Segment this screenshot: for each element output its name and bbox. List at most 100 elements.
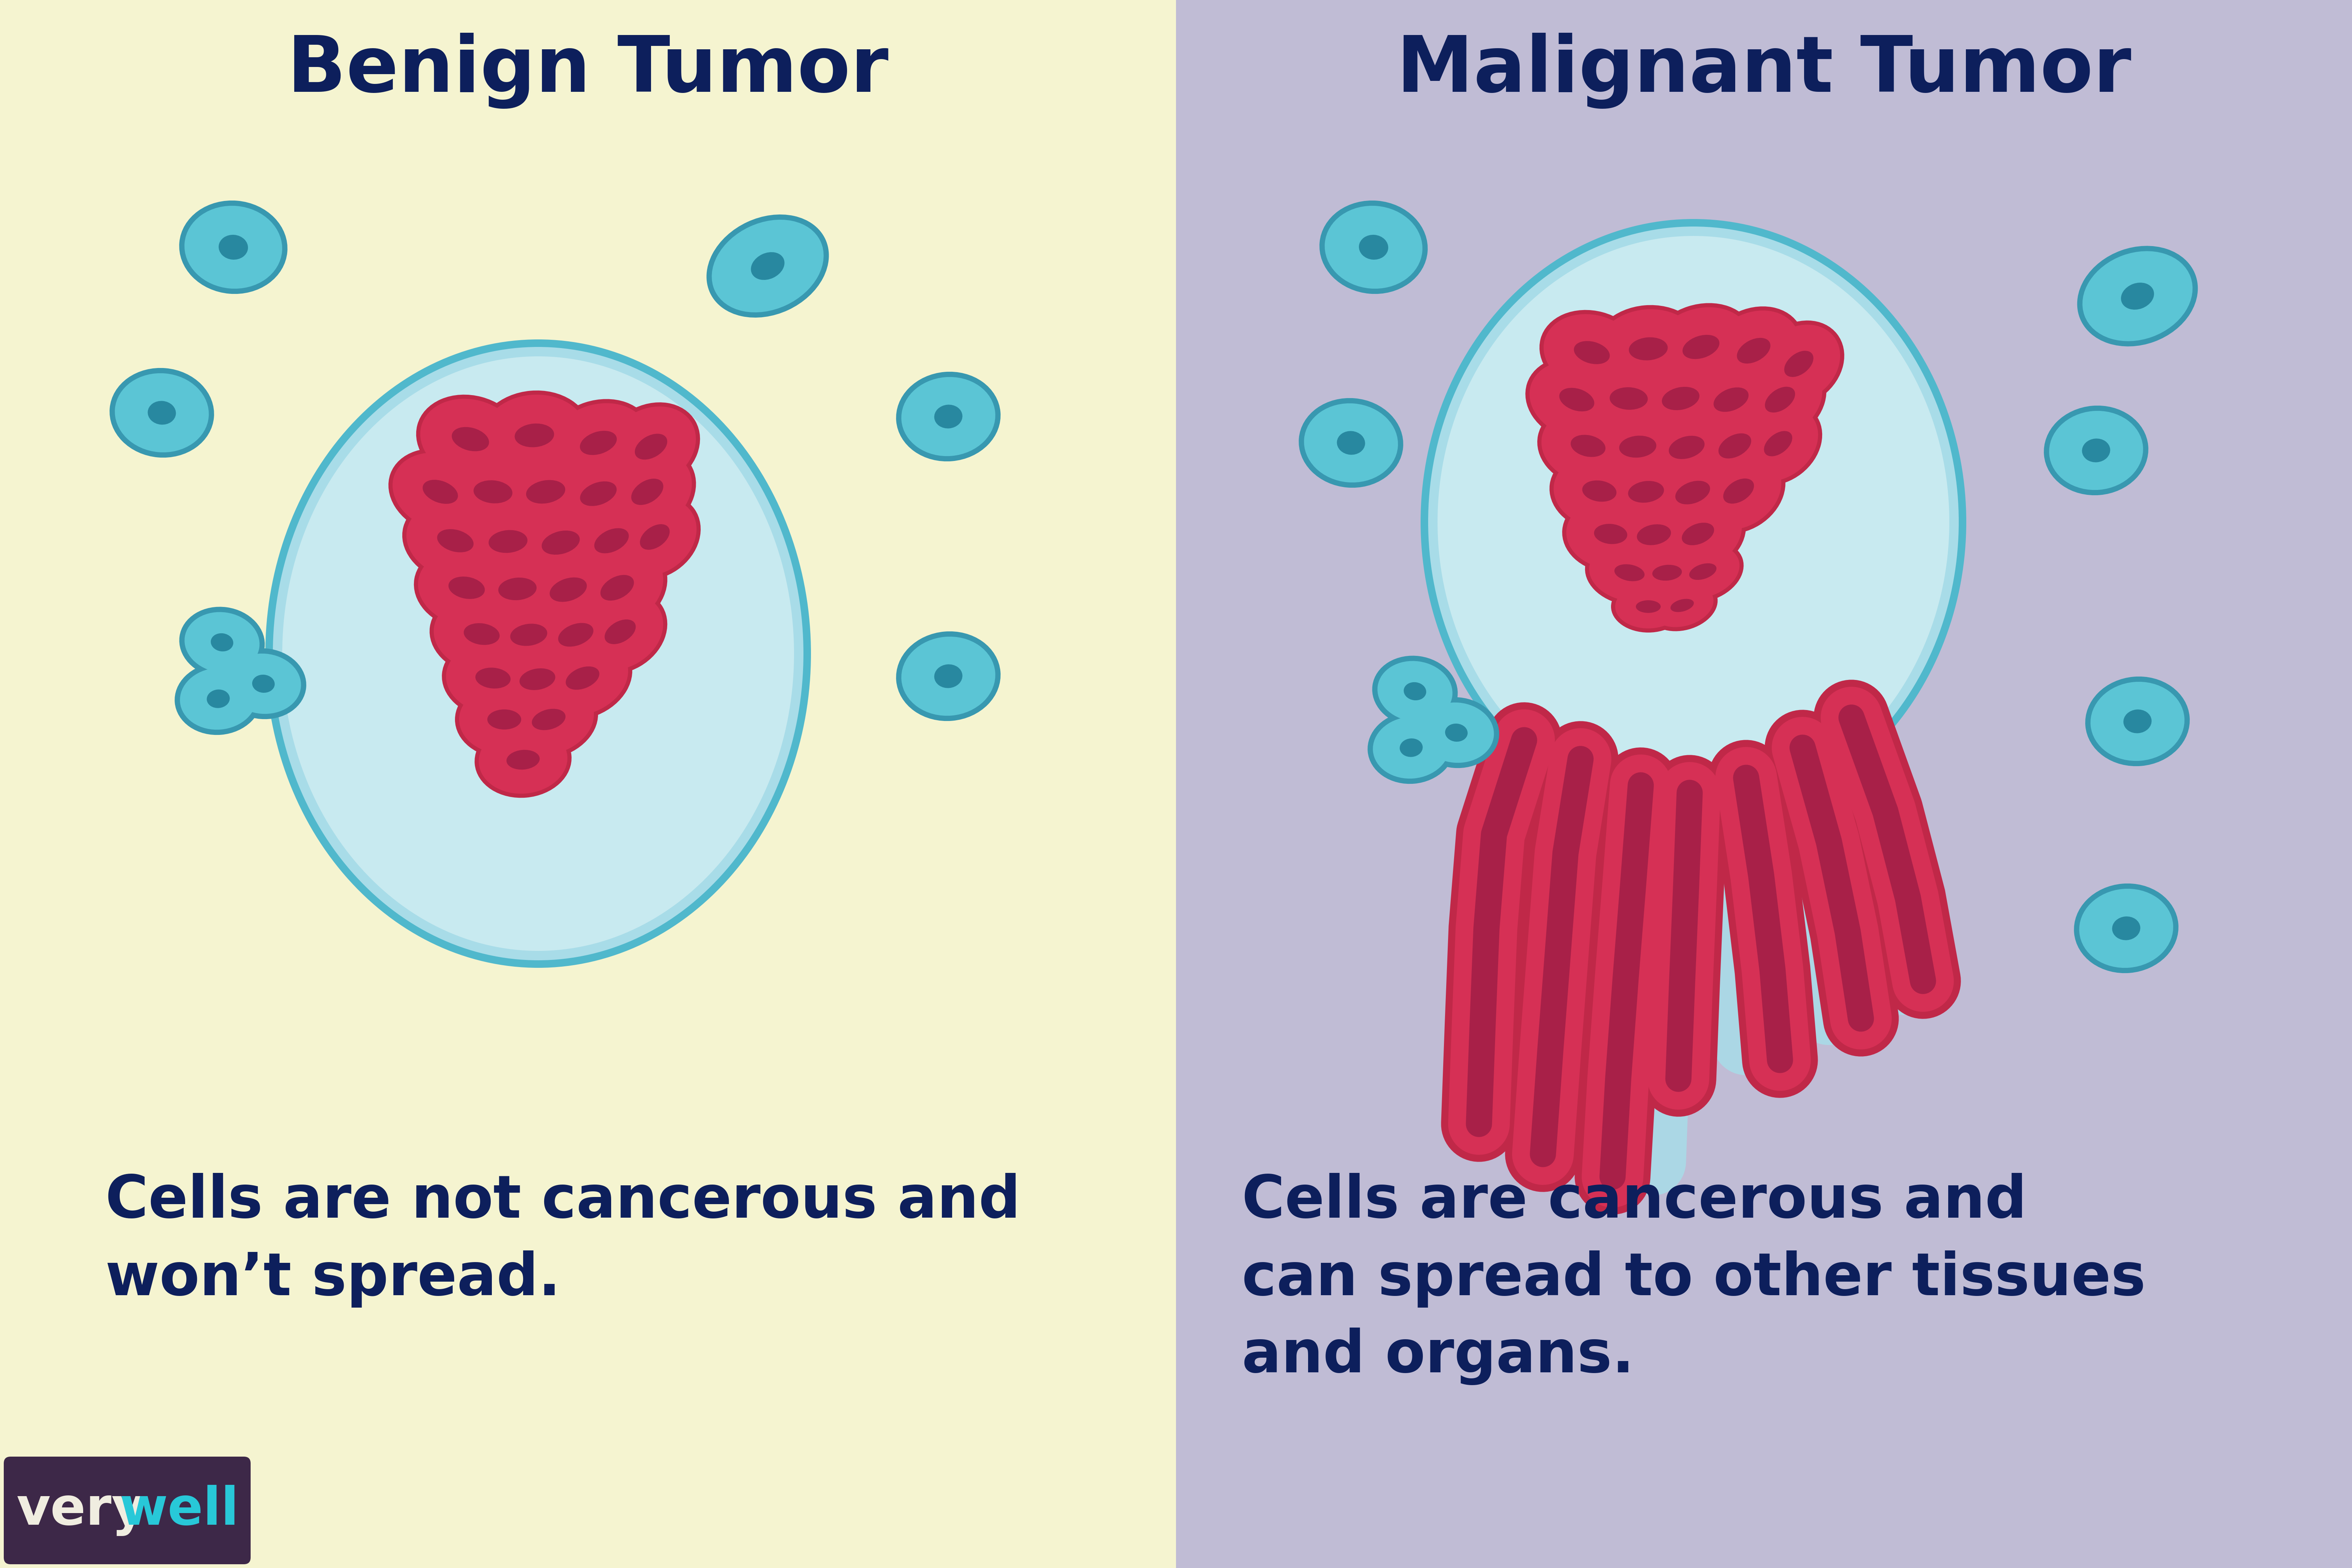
Ellipse shape xyxy=(640,524,670,550)
Ellipse shape xyxy=(1566,499,1656,569)
Ellipse shape xyxy=(1630,337,1668,361)
Ellipse shape xyxy=(2082,439,2110,463)
Ellipse shape xyxy=(1646,580,1717,632)
Ellipse shape xyxy=(934,405,962,428)
Ellipse shape xyxy=(1437,235,1950,808)
Ellipse shape xyxy=(1573,356,1684,442)
Ellipse shape xyxy=(2077,246,2197,347)
Ellipse shape xyxy=(1679,356,1783,444)
Ellipse shape xyxy=(456,502,560,580)
Ellipse shape xyxy=(489,448,602,536)
Text: Cells are cancerous and
can spread to other tissues
and organs.: Cells are cancerous and can spread to ot… xyxy=(1242,1173,2145,1385)
Ellipse shape xyxy=(252,674,275,693)
Ellipse shape xyxy=(1637,601,1661,613)
Ellipse shape xyxy=(1404,682,1425,701)
Ellipse shape xyxy=(520,668,555,690)
Ellipse shape xyxy=(1538,405,1639,488)
Ellipse shape xyxy=(506,499,616,586)
Ellipse shape xyxy=(1689,563,1717,580)
Ellipse shape xyxy=(510,502,612,583)
Ellipse shape xyxy=(515,423,555,447)
Ellipse shape xyxy=(2112,916,2140,941)
Ellipse shape xyxy=(1526,358,1628,442)
Ellipse shape xyxy=(1319,201,1428,293)
Ellipse shape xyxy=(1653,497,1743,571)
Ellipse shape xyxy=(534,637,633,720)
Ellipse shape xyxy=(174,663,261,735)
Ellipse shape xyxy=(475,668,510,688)
Bar xyxy=(0,0,1176,1568)
Ellipse shape xyxy=(1359,235,1388,260)
Ellipse shape xyxy=(1367,712,1456,784)
Ellipse shape xyxy=(750,252,786,281)
Ellipse shape xyxy=(1625,354,1736,442)
Ellipse shape xyxy=(407,502,503,579)
Ellipse shape xyxy=(1609,387,1649,409)
Ellipse shape xyxy=(477,390,590,480)
Ellipse shape xyxy=(2044,406,2147,495)
Ellipse shape xyxy=(602,403,701,491)
Ellipse shape xyxy=(1785,351,1813,376)
Ellipse shape xyxy=(1670,436,1705,459)
Ellipse shape xyxy=(896,632,1000,721)
Ellipse shape xyxy=(1682,336,1719,359)
Ellipse shape xyxy=(2074,883,2178,974)
Ellipse shape xyxy=(475,593,583,677)
Ellipse shape xyxy=(567,666,600,690)
Ellipse shape xyxy=(207,690,230,709)
Ellipse shape xyxy=(1336,431,1364,455)
Ellipse shape xyxy=(1696,453,1780,530)
Ellipse shape xyxy=(473,480,513,503)
Ellipse shape xyxy=(463,546,572,632)
Ellipse shape xyxy=(1736,337,1771,364)
Ellipse shape xyxy=(1595,524,1628,544)
Ellipse shape xyxy=(1604,495,1703,574)
Ellipse shape xyxy=(449,577,485,599)
Ellipse shape xyxy=(541,530,579,555)
Ellipse shape xyxy=(934,665,962,688)
Ellipse shape xyxy=(1578,359,1679,437)
Ellipse shape xyxy=(489,530,527,554)
Ellipse shape xyxy=(179,201,287,293)
Ellipse shape xyxy=(557,622,593,646)
Ellipse shape xyxy=(1550,450,1649,532)
Ellipse shape xyxy=(564,500,659,580)
Ellipse shape xyxy=(1428,226,1959,817)
Ellipse shape xyxy=(576,593,663,670)
Ellipse shape xyxy=(1583,405,1691,489)
Ellipse shape xyxy=(1613,564,1644,582)
Ellipse shape xyxy=(433,597,529,671)
Ellipse shape xyxy=(1623,541,1710,604)
Ellipse shape xyxy=(1597,455,1693,528)
Text: well: well xyxy=(120,1485,240,1535)
Ellipse shape xyxy=(581,431,616,455)
Ellipse shape xyxy=(546,450,652,538)
Ellipse shape xyxy=(1418,702,1494,762)
Ellipse shape xyxy=(1719,433,1752,458)
Ellipse shape xyxy=(452,499,564,585)
Ellipse shape xyxy=(1715,387,1748,412)
Ellipse shape xyxy=(1637,524,1670,546)
Ellipse shape xyxy=(1663,541,1743,602)
Ellipse shape xyxy=(901,637,995,715)
Ellipse shape xyxy=(1684,361,1778,439)
Bar xyxy=(1176,0,2352,1568)
Ellipse shape xyxy=(482,395,588,477)
Ellipse shape xyxy=(1595,450,1698,533)
Ellipse shape xyxy=(1298,398,1404,488)
Ellipse shape xyxy=(452,426,489,452)
Ellipse shape xyxy=(282,356,795,950)
Ellipse shape xyxy=(567,544,668,632)
Ellipse shape xyxy=(1421,220,1966,825)
Ellipse shape xyxy=(430,593,534,676)
Ellipse shape xyxy=(2079,889,2173,967)
Ellipse shape xyxy=(1635,405,1738,491)
Ellipse shape xyxy=(1675,481,1710,505)
Ellipse shape xyxy=(273,347,804,960)
Ellipse shape xyxy=(148,401,176,425)
Ellipse shape xyxy=(1703,306,1804,395)
Ellipse shape xyxy=(574,590,668,674)
Ellipse shape xyxy=(1541,310,1644,395)
Ellipse shape xyxy=(607,406,696,486)
Ellipse shape xyxy=(1399,739,1423,757)
